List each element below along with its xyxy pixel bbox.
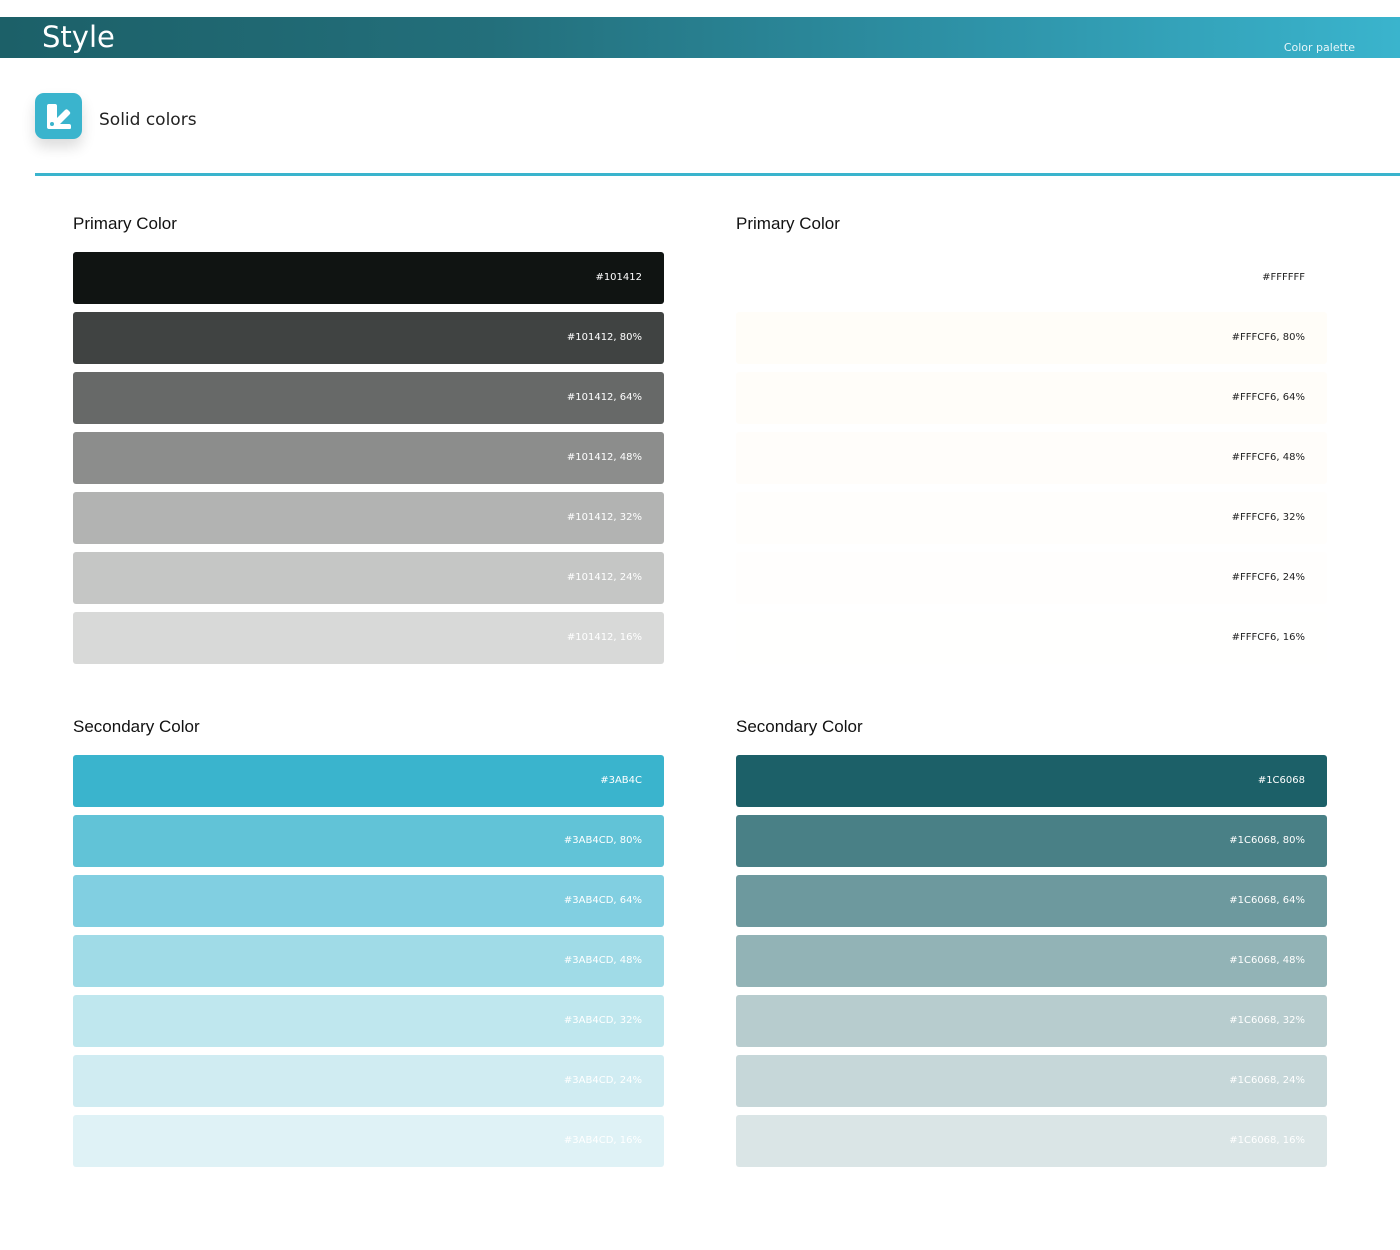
swatch-label: #1C6068, 24% — [1229, 1075, 1305, 1086]
palette-title: Primary Color — [73, 214, 177, 233]
swatch-label: #3AB4CD, 48% — [563, 955, 642, 966]
color-swatch: #101412, 24% — [73, 552, 664, 604]
page-title: Style — [42, 20, 115, 54]
swatch-label: #FFFFFF — [1262, 272, 1305, 283]
swatch-label: #101412, 32% — [566, 512, 642, 523]
color-swatch: #101412, 32% — [73, 492, 664, 544]
section-title: Solid colors — [99, 110, 197, 130]
swatch-label: #3AB4CD, 64% — [563, 895, 642, 906]
header-bar: Style Color palette — [0, 17, 1400, 58]
swatch-label: #FFFCF6, 80% — [1231, 332, 1305, 343]
palette-secondary-teal: Secondary Color #1C6068 #1C6068, 80% #1C60… — [736, 717, 1327, 1175]
color-swatch: #3AB4CD, 48% — [73, 935, 664, 987]
color-swatch: #1C6068, 64% — [736, 875, 1327, 927]
swatch-label: #FFFCF6, 48% — [1231, 452, 1305, 463]
color-swatch: #101412 — [73, 252, 664, 304]
color-swatch: #1C6068 — [736, 755, 1327, 807]
swatch-label: #3AB4C — [600, 775, 642, 786]
swatch-label: #3AB4CD, 80% — [563, 835, 642, 846]
color-swatch: #101412, 16% — [73, 612, 664, 664]
swatch-label: #FFFCF6, 16% — [1231, 632, 1305, 643]
color-swatch: #FFFCF6, 32% — [736, 492, 1327, 544]
swatch-label: #FFFCF6, 32% — [1231, 512, 1305, 523]
section-divider — [35, 173, 1400, 176]
palette-secondary-cyan: Secondary Color #3AB4C #3AB4CD, 80% #3AB4C… — [73, 717, 664, 1175]
color-swatch: #FFFCF6, 64% — [736, 372, 1327, 424]
color-swatch: #FFFCF6, 16% — [736, 612, 1327, 664]
swatch-label: #101412, 16% — [566, 632, 642, 643]
color-swatch: #3AB4CD, 32% — [73, 995, 664, 1047]
swatch-book-icon — [35, 93, 82, 139]
color-swatch: #101412, 80% — [73, 312, 664, 364]
color-swatch: #FFFCF6, 24% — [736, 552, 1327, 604]
swatch-label: #1C6068, 64% — [1229, 895, 1305, 906]
palette-primary-dark: Primary Color #101412 #101412, 80% #101412… — [73, 214, 664, 672]
swatch-label: #1C6068, 48% — [1229, 955, 1305, 966]
palette-title: Primary Color — [736, 214, 840, 233]
swatch-label: #101412, 80% — [566, 332, 642, 343]
swatch-label: #3AB4CD, 32% — [563, 1015, 642, 1026]
swatch-label: #FFFCF6, 24% — [1231, 572, 1305, 583]
color-swatch: #3AB4CD, 80% — [73, 815, 664, 867]
color-swatch: #FFFFFF — [736, 252, 1327, 304]
swatch-label: #1C6068, 32% — [1229, 1015, 1305, 1026]
color-swatch: #3AB4CD, 16% — [73, 1115, 664, 1167]
color-swatch: #FFFCF6, 80% — [736, 312, 1327, 364]
color-swatch: #1C6068, 32% — [736, 995, 1327, 1047]
color-swatch: #3AB4CD, 64% — [73, 875, 664, 927]
swatch-label: #101412, 48% — [566, 452, 642, 463]
color-swatch: #3AB4C — [73, 755, 664, 807]
color-swatch: #1C6068, 24% — [736, 1055, 1327, 1107]
swatch-label: #3AB4CD, 24% — [563, 1075, 642, 1086]
swatch-label: #1C6068 — [1257, 775, 1305, 786]
swatch-label: #101412, 24% — [566, 572, 642, 583]
color-swatch: #1C6068, 16% — [736, 1115, 1327, 1167]
palette-title: Secondary Color — [736, 717, 863, 736]
color-swatch: #101412, 48% — [73, 432, 664, 484]
color-swatch: #3AB4CD, 24% — [73, 1055, 664, 1107]
color-swatch: #101412, 64% — [73, 372, 664, 424]
color-swatch: #1C6068, 48% — [736, 935, 1327, 987]
swatch-label: #1C6068, 16% — [1229, 1135, 1305, 1146]
swatch-label: #3AB4CD, 16% — [563, 1135, 642, 1146]
color-swatch: #1C6068, 80% — [736, 815, 1327, 867]
breadcrumb: Color palette — [1283, 41, 1355, 54]
swatch-label: #FFFCF6, 64% — [1231, 392, 1305, 403]
palette-primary-light: Primary Color #FFFFFF #FFFCF6, 80% #FFFCF6… — [736, 214, 1327, 672]
palette-title: Secondary Color — [73, 717, 200, 736]
swatch-label: #101412, 64% — [566, 392, 642, 403]
color-swatch: #FFFCF6, 48% — [736, 432, 1327, 484]
swatch-label: #101412 — [595, 272, 642, 283]
swatch-label: #1C6068, 80% — [1229, 835, 1305, 846]
